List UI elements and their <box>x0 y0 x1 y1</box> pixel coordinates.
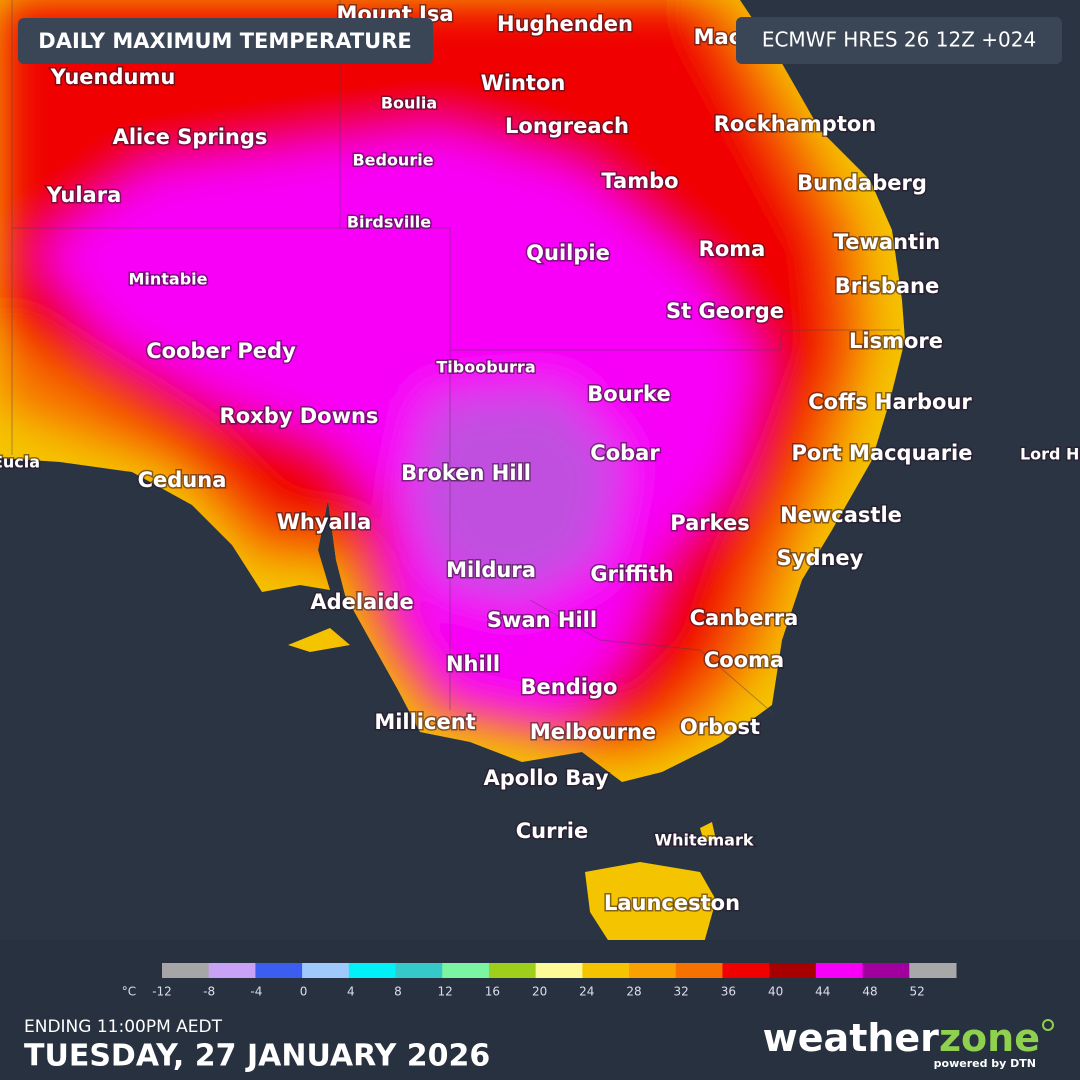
place-label: Roxby Downs <box>220 404 379 428</box>
place-label: Bundaberg <box>797 171 927 195</box>
legend-swatch <box>302 963 350 978</box>
brand-dot <box>1042 1019 1054 1031</box>
legend-swatch <box>208 963 256 978</box>
place-label: Orbost <box>680 715 760 739</box>
place-label: Brisbane <box>835 274 939 298</box>
place-label: Cobar <box>590 441 660 465</box>
legend-swatch <box>255 963 303 978</box>
ending-label: ENDING 11:00PM AEDT <box>24 1017 223 1037</box>
legend-tick: 48 <box>862 985 877 999</box>
place-label: Coober Pedy <box>146 339 296 363</box>
place-label: Birdsville <box>347 213 431 232</box>
place-label: Whyalla <box>277 510 372 534</box>
legend-tick: -8 <box>203 985 215 999</box>
brand-a: weather <box>763 1016 940 1060</box>
legend-tick: 32 <box>674 985 689 999</box>
place-label: Lismore <box>849 329 943 353</box>
legend-swatch <box>162 963 210 978</box>
place-label: Boulia <box>381 94 437 113</box>
place-label: Millicent <box>374 710 475 734</box>
place-label: Bendigo <box>521 675 618 699</box>
place-label: Rockhampton <box>714 112 876 136</box>
title-box <box>18 18 433 64</box>
legend-tick: 12 <box>438 985 453 999</box>
legend-tick: 8 <box>394 985 402 999</box>
legend-swatch <box>629 963 677 978</box>
legend-swatch <box>862 963 910 978</box>
legend-swatch <box>535 963 583 978</box>
place-label: Launceston <box>604 891 740 915</box>
place-label: Eucla <box>0 453 40 472</box>
place-label: Adelaide <box>310 590 413 614</box>
place-label: Tibooburra <box>436 358 535 377</box>
powered-by: powered by DTN <box>934 1057 1036 1070</box>
place-label: Broken Hill <box>401 461 531 485</box>
legend-tick: 36 <box>721 985 736 999</box>
place-label: Apollo Bay <box>483 766 608 790</box>
legend-swatch <box>675 963 723 978</box>
place-label: Hughenden <box>497 12 633 36</box>
place-label: Alice Springs <box>113 125 268 149</box>
date-label: TUESDAY, 27 JANUARY 2026 <box>24 1039 490 1074</box>
place-label: Longreach <box>505 114 629 138</box>
legend-swatch <box>395 963 443 978</box>
legend-tick: 16 <box>485 985 500 999</box>
place-label: Coffs Harbour <box>808 390 972 414</box>
place-label: Canberra <box>690 606 799 630</box>
place-label: Roma <box>699 237 766 261</box>
place-label: Nhill <box>446 652 500 676</box>
place-label: Lord Howe <box>1020 445 1080 464</box>
place-label: Tambo <box>601 169 678 193</box>
legend-swatch <box>348 963 397 978</box>
place-label: Bourke <box>587 382 670 406</box>
place-label: Swan Hill <box>487 608 597 632</box>
legend-tick: 44 <box>815 985 830 999</box>
map-title: DAILY MAXIMUM TEMPERATURE <box>38 29 411 53</box>
legend-swatch <box>815 963 864 978</box>
legend-swatch <box>582 963 630 978</box>
legend-swatch <box>722 963 770 978</box>
place-label: Sydney <box>777 546 864 570</box>
place-label: Mildura <box>446 558 536 582</box>
place-label: Winton <box>481 71 566 95</box>
legend-tick: 40 <box>768 985 783 999</box>
legend-unit: °C <box>122 985 136 999</box>
legend-swatch <box>769 963 817 978</box>
model-label: ECMWF HRES 26 12Z +024 <box>762 28 1036 52</box>
legend-swatch <box>488 963 537 978</box>
legend-tick: 20 <box>532 985 547 999</box>
place-label: Currie <box>516 819 589 843</box>
place-label: Tewantin <box>834 230 941 254</box>
place-label: Newcastle <box>780 503 902 527</box>
place-label: Whitemark <box>654 831 753 850</box>
place-label: St George <box>666 299 784 323</box>
place-label: Griffith <box>590 562 673 586</box>
legend-tick: 24 <box>579 985 594 999</box>
legend-swatch <box>909 963 957 978</box>
legend-tick: 4 <box>347 985 355 999</box>
legend-tick: 52 <box>910 985 925 999</box>
place-label: Yulara <box>46 183 122 207</box>
place-label: Melbourne <box>530 720 656 744</box>
brand-b: zone <box>939 1016 1040 1060</box>
brand: weatherzone <box>763 1016 1040 1060</box>
legend-swatch <box>442 963 490 978</box>
place-label: Parkes <box>670 511 750 535</box>
place-label: Cooma <box>704 648 784 672</box>
legend-tick: 28 <box>626 985 641 999</box>
legend-tick: -4 <box>250 985 262 999</box>
state-borders <box>11 0 900 716</box>
place-label: Bedourie <box>352 151 433 170</box>
legend-tick: -12 <box>152 985 172 999</box>
place-label: Quilpie <box>526 241 610 265</box>
place-label: Port Macquarie <box>792 441 973 465</box>
legend-tick: 0 <box>300 985 308 999</box>
place-label: Mintabie <box>128 270 207 289</box>
place-label: Ceduna <box>138 468 227 492</box>
model-box <box>736 17 1062 64</box>
place-label: Yuendumu <box>50 65 176 89</box>
